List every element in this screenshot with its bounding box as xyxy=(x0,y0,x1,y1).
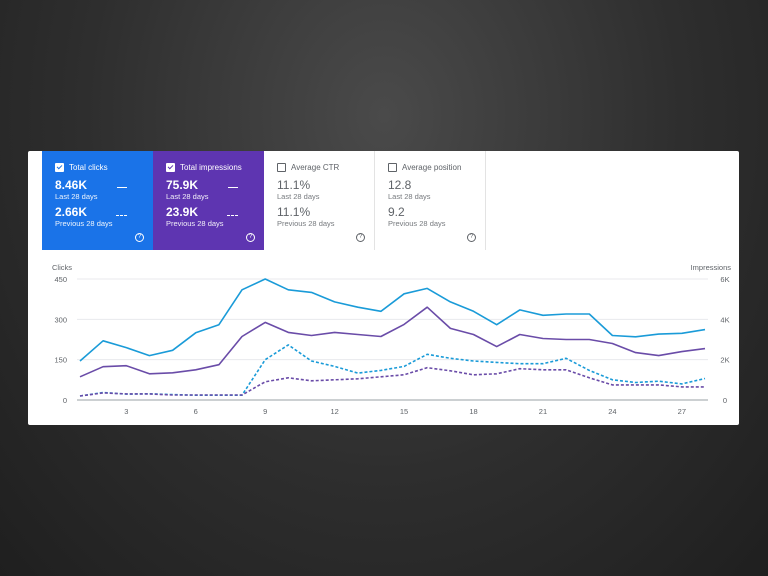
metric-value: 11.1% xyxy=(277,178,311,192)
metric-label: Total impressions xyxy=(180,163,242,172)
impressions-solid-series-line xyxy=(79,306,706,378)
metric-prev-value: 23.9K xyxy=(166,205,199,219)
metric-value: 75.9K xyxy=(166,178,199,192)
help-icon[interactable]: ? xyxy=(356,233,365,242)
metric-prev-period: Previous 28 days xyxy=(166,219,224,228)
metric-card-total-impressions[interactable]: Total impressions 75.9K Last 28 days 23.… xyxy=(153,151,264,250)
y-tick-label-right: 2K xyxy=(720,356,729,365)
y-tick-label-left: 300 xyxy=(54,315,67,324)
dashed-line-legend-icon xyxy=(116,215,127,216)
solid-line-legend-icon xyxy=(117,187,127,188)
metric-label: Average position xyxy=(402,163,462,172)
x-tick-label: 24 xyxy=(608,407,616,416)
metric-prev-period: Previous 28 days xyxy=(55,219,113,228)
x-tick-label: 21 xyxy=(539,407,547,416)
metric-value: 8.46K xyxy=(55,178,88,192)
performance-line-chart: Clicks Impressions 0 0 150 2K 300 4K 450 6K 3 6 9 1… xyxy=(52,263,732,416)
x-tick-label: 3 xyxy=(124,407,128,416)
checkbox-icon[interactable] xyxy=(277,163,286,172)
metric-period: Last 28 days xyxy=(166,192,209,201)
help-icon[interactable]: ? xyxy=(246,233,255,242)
metric-value: 12.8 xyxy=(388,178,412,192)
y-axis-label-right: Impressions xyxy=(691,263,732,272)
x-tick-label: 6 xyxy=(194,407,198,416)
metric-label: Average CTR xyxy=(291,163,340,172)
x-tick-label: 12 xyxy=(330,407,338,416)
metric-prev-value: 2.66K xyxy=(55,205,88,219)
metric-period: Last 28 days xyxy=(277,192,320,201)
metric-card-total-clicks[interactable]: Total clicks 8.46K Last 28 days 2.66K Pr… xyxy=(42,151,153,250)
metric-cards: Total clicks 8.46K Last 28 days 2.66K Pr… xyxy=(42,151,486,250)
metric-prev-value: 11.1% xyxy=(277,205,311,219)
clicks-dashed-series-line xyxy=(79,344,706,397)
help-icon[interactable]: ? xyxy=(135,233,144,242)
x-tick-label: 15 xyxy=(400,407,408,416)
x-tick-label: 9 xyxy=(263,407,267,416)
metric-card-average-position[interactable]: Average position 12.8 Last 28 days 9.2 P… xyxy=(375,151,486,250)
checkbox-icon[interactable] xyxy=(55,163,64,172)
y-tick-label-right: 4K xyxy=(720,315,729,324)
impressions-dashed-series-line xyxy=(79,366,705,397)
x-tick-label: 18 xyxy=(469,407,477,416)
metric-prev-period: Previous 28 days xyxy=(388,219,446,228)
y-tick-label-left: 0 xyxy=(63,396,67,405)
metric-prev-period: Previous 28 days xyxy=(277,219,335,228)
clicks-solid-series-line xyxy=(79,278,706,362)
metric-period: Last 28 days xyxy=(388,192,431,201)
y-tick-label-left: 150 xyxy=(54,356,67,365)
help-icon[interactable]: ? xyxy=(467,233,476,242)
metric-period: Last 28 days xyxy=(55,192,98,201)
metric-card-average-ctr[interactable]: Average CTR 11.1% Last 28 days 11.1% Pre… xyxy=(264,151,375,250)
metric-label: Total clicks xyxy=(69,163,108,172)
dashed-line-legend-icon xyxy=(227,215,238,216)
solid-line-legend-icon xyxy=(228,187,238,188)
y-tick-label-right: 6K xyxy=(720,275,729,284)
x-tick-label: 27 xyxy=(678,407,686,416)
checkbox-icon[interactable] xyxy=(166,163,175,172)
y-tick-label-left: 450 xyxy=(54,275,67,284)
y-tick-label-right: 0 xyxy=(723,396,727,405)
metric-prev-value: 9.2 xyxy=(388,205,405,219)
y-axis-label-left: Clicks xyxy=(52,263,72,272)
performance-panel: Total clicks 8.46K Last 28 days 2.66K Pr… xyxy=(28,151,739,425)
checkbox-icon[interactable] xyxy=(388,163,397,172)
